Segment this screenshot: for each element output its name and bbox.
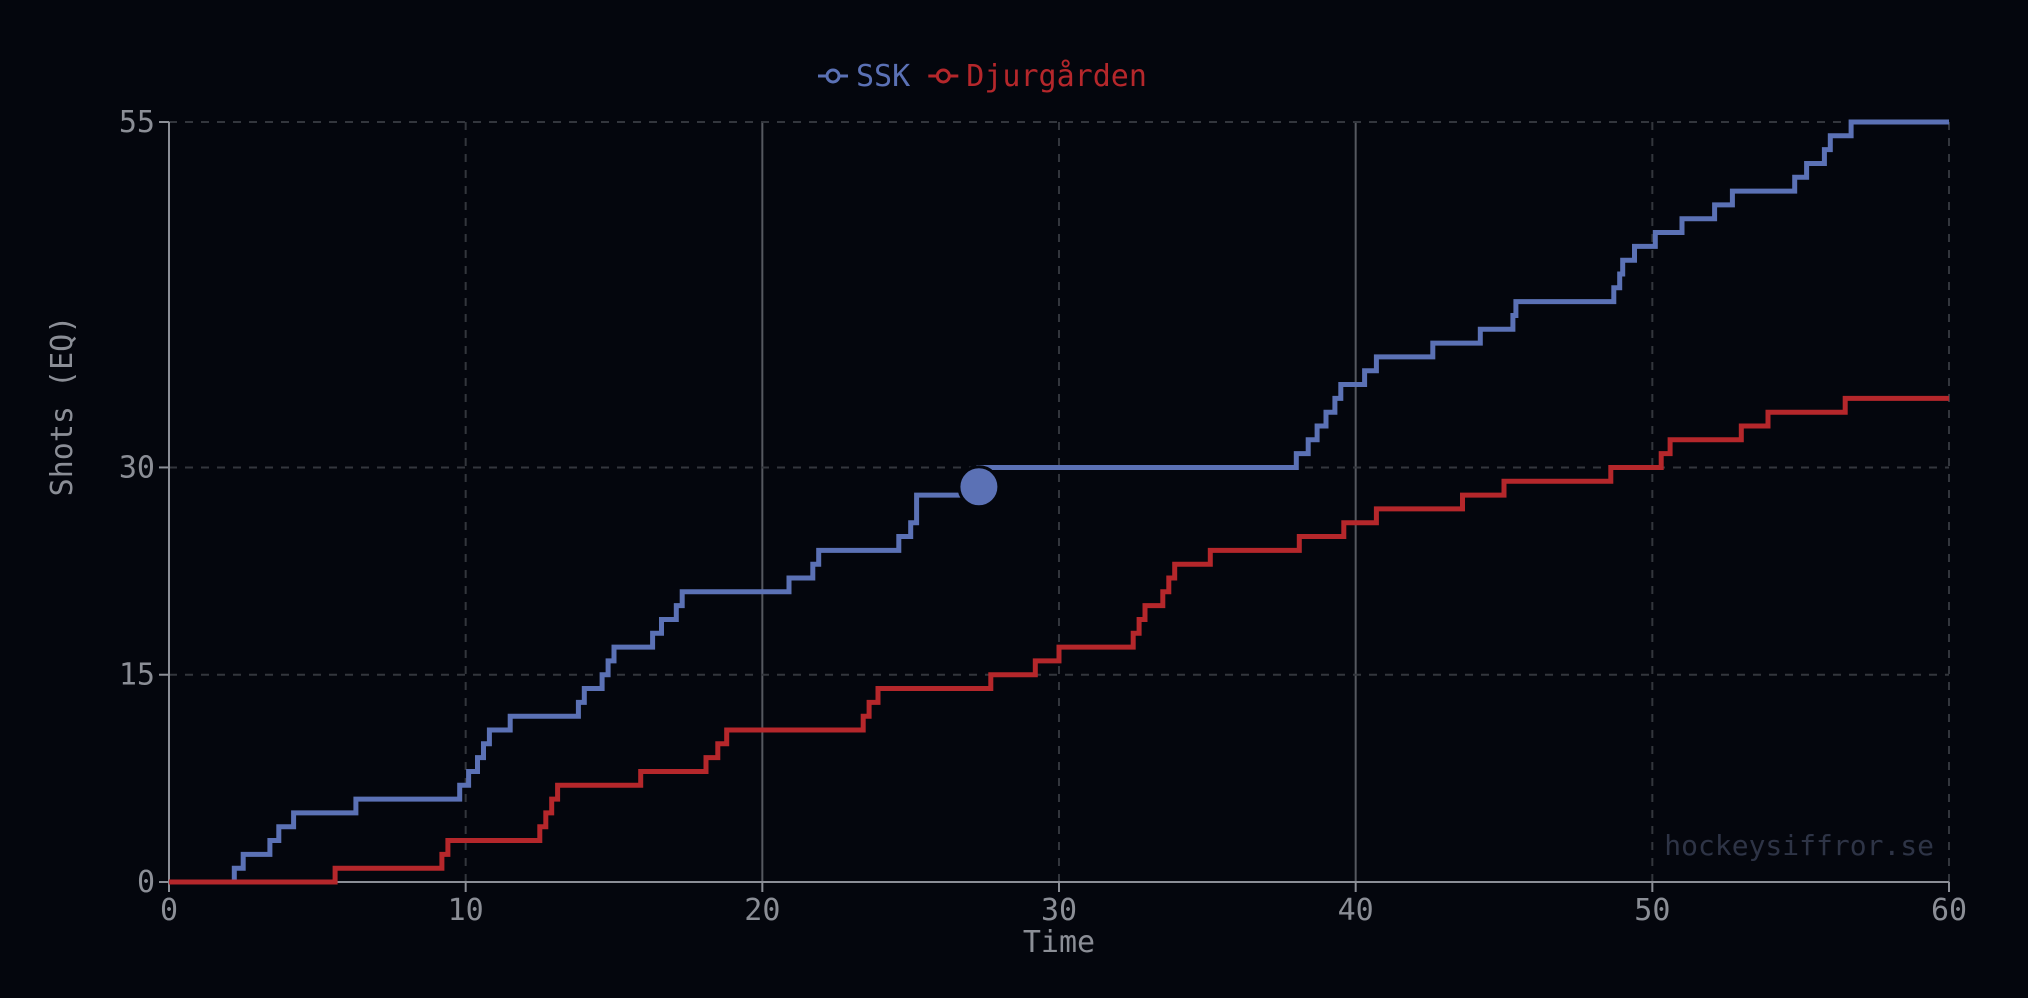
x-tick-label: 50 [1634, 893, 1670, 928]
legend-swatch-marker [825, 68, 841, 84]
highlight-point [957, 465, 1001, 509]
grid-lines [169, 121, 1950, 882]
series-line-0 [169, 119, 1949, 885]
x-tick-label: 0 [160, 893, 178, 928]
y-tick-label: 55 [119, 105, 155, 140]
y-tick-label: 15 [119, 658, 155, 693]
tick-labels: 0 10 20 30 40 50 60 0 15 30 55 [119, 105, 1967, 928]
x-axis-title: Time [1023, 925, 1095, 960]
x-tick-label: 40 [1338, 893, 1374, 928]
y-axis-title: Shots (EQ) [45, 316, 80, 497]
series-line-1 [169, 395, 1949, 885]
legend: SSK Djurgården [818, 59, 1147, 94]
x-tick-label: 30 [1041, 893, 1077, 928]
legend-label: SSK [856, 59, 910, 94]
series-lines [169, 119, 1949, 885]
x-tick-label: 20 [744, 893, 780, 928]
axes [159, 121, 1950, 892]
legend-label: Djurgården [966, 59, 1147, 94]
x-tick-label: 60 [1931, 893, 1967, 928]
y-tick-label: 30 [119, 450, 155, 485]
y-tick-label: 0 [137, 865, 155, 900]
legend-swatch-marker [935, 68, 951, 84]
x-tick-label: 10 [448, 893, 484, 928]
watermark-text: hockeysiffror.se [1664, 829, 1934, 862]
